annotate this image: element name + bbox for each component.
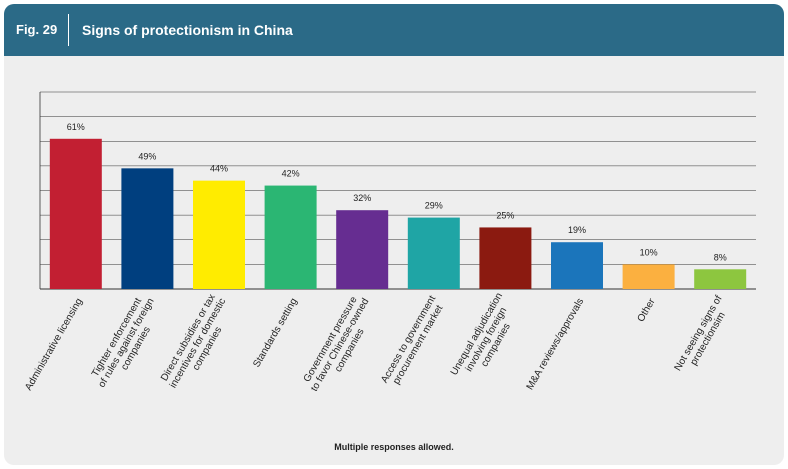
category-label: M&A reviews/approvals <box>525 297 586 393</box>
category-label: Unequal adjudicationinvolving foreigncom… <box>449 291 524 388</box>
category-label: Access to governmentprocurement market <box>379 294 448 391</box>
category-label: Direct subsidies or taxincentives for do… <box>158 291 237 396</box>
footnote: Multiple responses allowed. <box>334 442 454 452</box>
value-label: 25% <box>496 210 514 220</box>
bar <box>479 227 532 289</box>
value-label: 32% <box>353 193 371 203</box>
figure-title: Signs of protectionism in China <box>82 22 293 38</box>
value-label: 42% <box>282 169 300 179</box>
bars <box>49 138 747 289</box>
value-label: 8% <box>714 252 727 262</box>
figure-number: Fig. 29 <box>16 22 58 37</box>
bar <box>551 242 603 289</box>
value-label: 19% <box>568 225 586 235</box>
bar <box>264 185 317 289</box>
bar <box>694 269 747 289</box>
bar <box>49 138 102 289</box>
header-divider <box>68 14 69 46</box>
bar <box>193 180 245 289</box>
category-label: Government pressureto favor Chinese-owne… <box>300 291 381 399</box>
value-label: 61% <box>67 122 85 132</box>
bar <box>407 217 460 289</box>
value-label: 49% <box>138 151 156 161</box>
figure-header: Fig. 29 Signs of protectionism in China <box>4 4 784 56</box>
category-labels: Administrative licensing Tighter enforcem… <box>23 291 735 399</box>
bar <box>336 210 389 289</box>
value-label: 44% <box>210 164 228 174</box>
value-label: 10% <box>640 247 658 257</box>
category-label: Administrative licensing <box>23 297 85 393</box>
category-label: Standards setting <box>251 297 299 370</box>
bar <box>121 168 174 289</box>
value-label: 29% <box>425 201 443 211</box>
bar-chart: 61% 49% 44% 42% 32% 29% 25% 19% 10% 8% Administra… <box>23 91 756 399</box>
value-labels: 61% 49% 44% 42% 32% 29% 25% 19% 10% 8% <box>67 122 727 263</box>
category-label: Tighter enforcementof rules against fore… <box>87 291 166 395</box>
category-label: Not seeing signs ofprotectionsim <box>673 294 735 379</box>
bar <box>622 264 675 289</box>
category-label: Other <box>636 296 658 324</box>
figure-panel: Fig. 29 Signs of protectionism in China … <box>4 4 784 465</box>
